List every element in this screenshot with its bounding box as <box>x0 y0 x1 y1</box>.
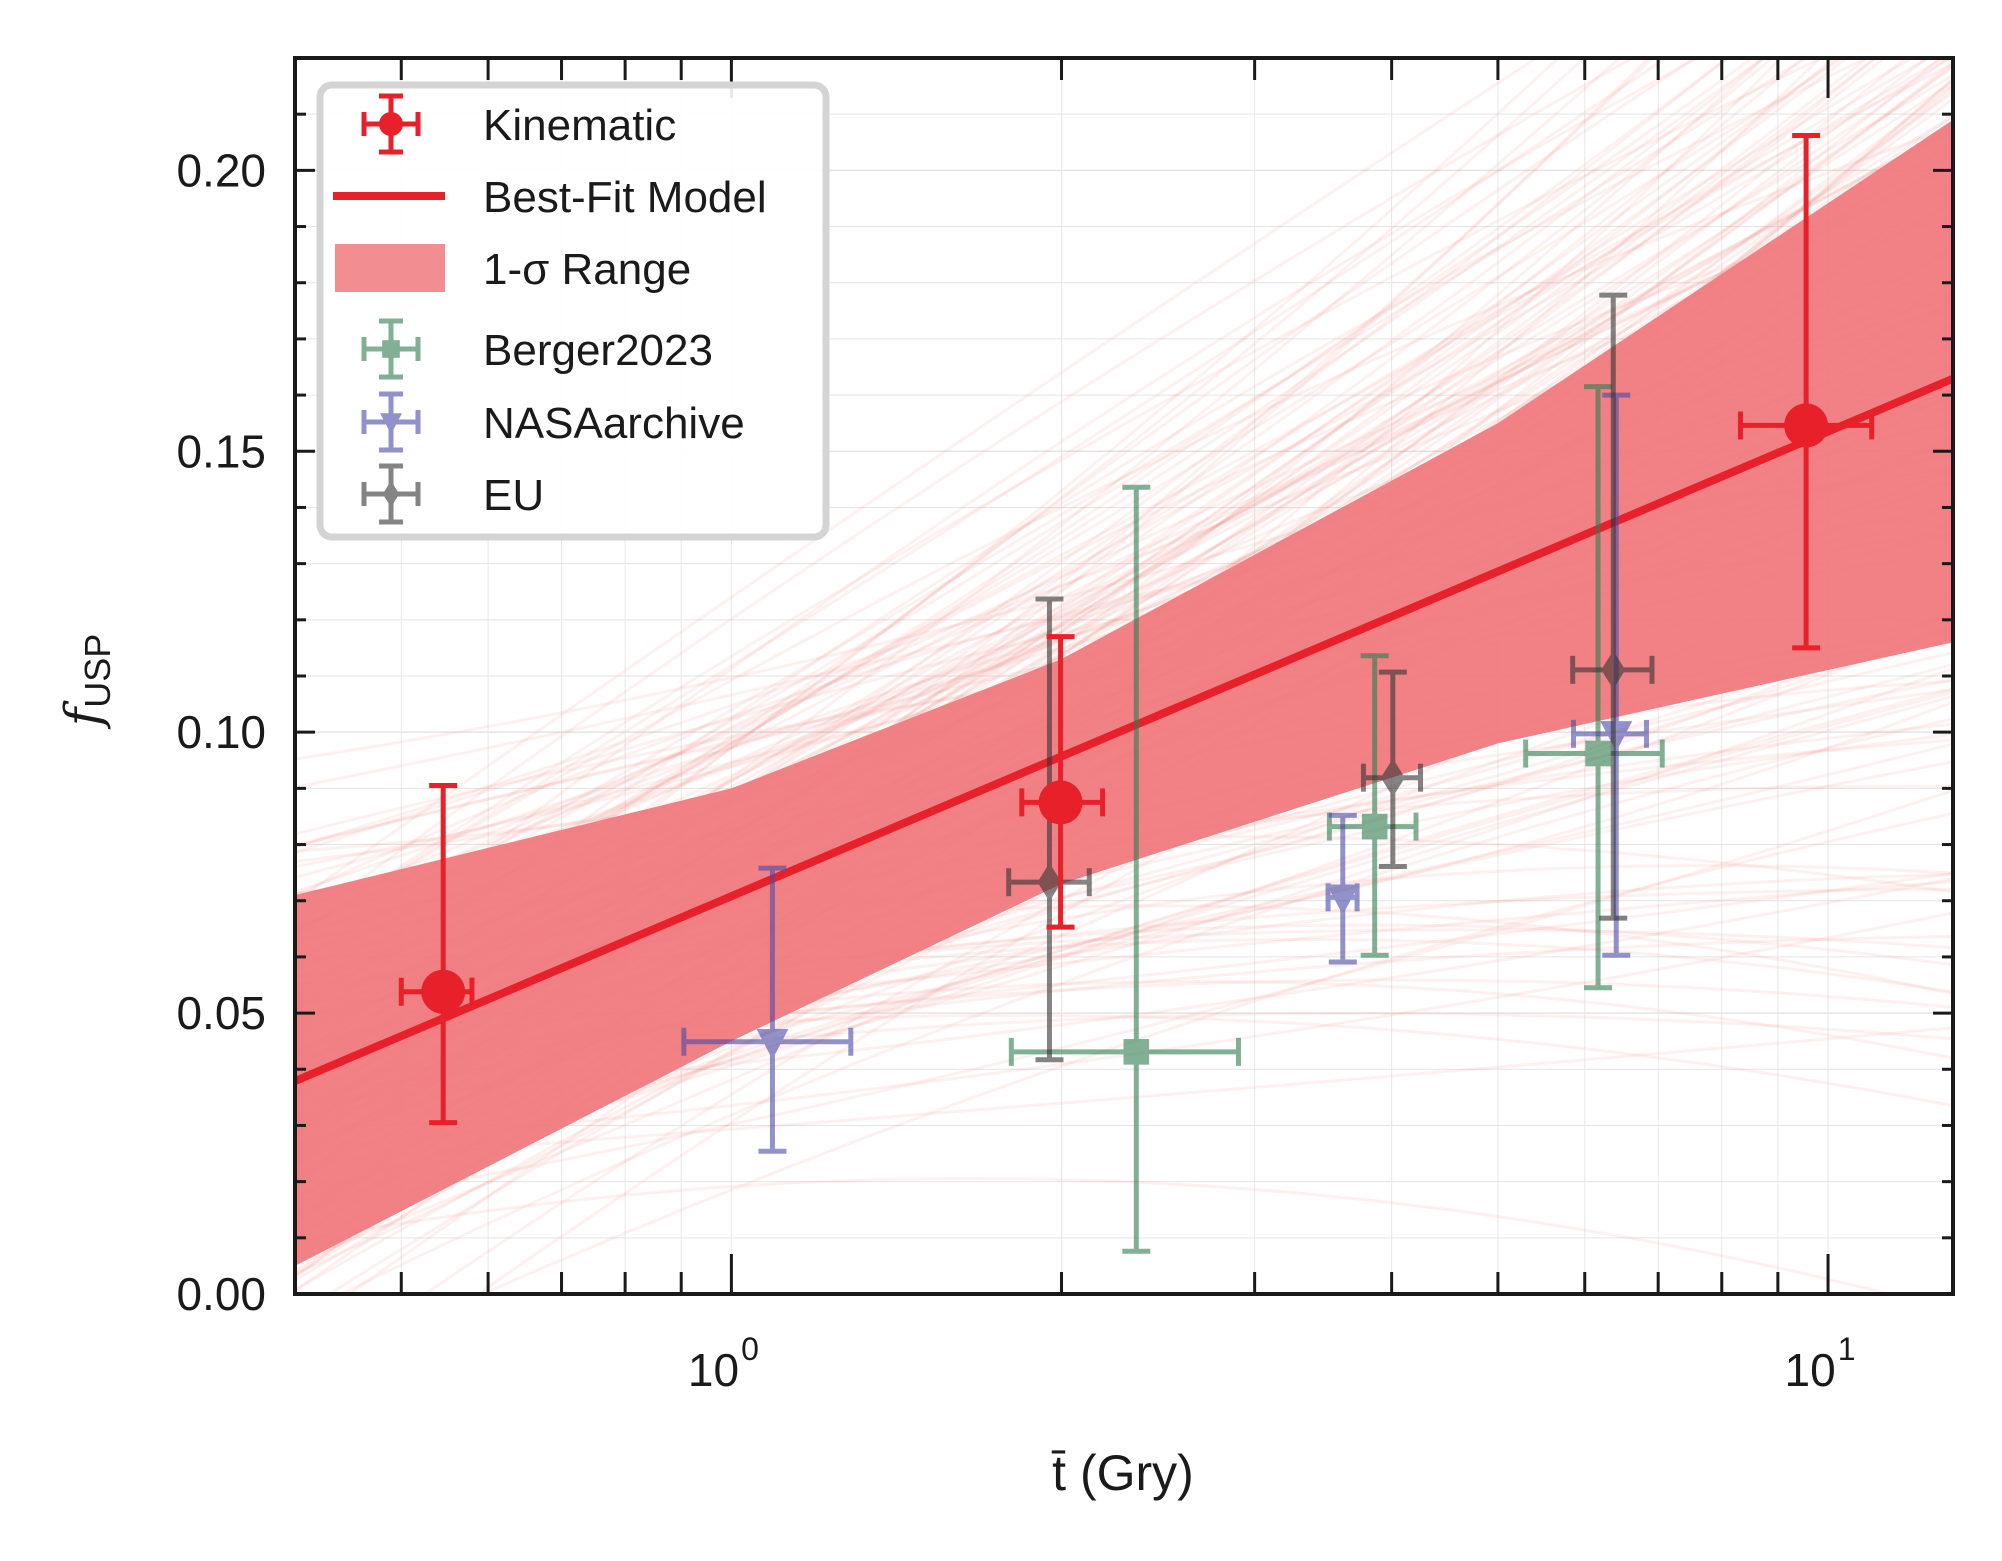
nasaarchive-marker <box>1326 884 1359 915</box>
berger2023-point <box>1523 384 1665 991</box>
x-tick-labels: 100 101 <box>688 1331 1856 1396</box>
posterior-sample-line <box>295 58 1669 934</box>
legend-label: Kinematic <box>483 101 676 150</box>
legend-symbol <box>382 480 400 508</box>
posterior-sample-line <box>295 58 1700 999</box>
legend-marker <box>361 318 421 380</box>
nasaarchive-point <box>1325 812 1360 965</box>
eu-marker <box>1037 862 1062 902</box>
y-tick-label: 0.10 <box>176 706 266 758</box>
posterior-sample-line <box>295 789 1953 1213</box>
legend-item: Best-Fit Model <box>333 173 767 222</box>
posterior-sample-line <box>295 58 1825 938</box>
kinematic-marker <box>421 969 466 1014</box>
legend-patch <box>335 244 445 292</box>
posterior-sample-line <box>295 1176 1895 1294</box>
posterior-sample-line <box>295 125 1953 937</box>
legend-item: EU <box>361 463 544 525</box>
legend-label: NASAarchive <box>483 399 745 448</box>
posterior-sample-line <box>337 717 1953 1294</box>
legend-label: Best-Fit Model <box>483 173 767 222</box>
y-tick-label: 0.05 <box>176 987 266 1039</box>
posterior-sample-line <box>295 153 1953 914</box>
nasaarchive-marker <box>1600 721 1633 752</box>
x-tick-label: 101 <box>1785 1331 1856 1396</box>
legend-label: EU <box>483 471 544 520</box>
y-tick-labels: 0.00 0.05 0.10 0.15 0.20 <box>176 144 266 1320</box>
one-sigma-band <box>295 119 1953 1266</box>
legend-item: Berger2023 <box>361 318 713 380</box>
legend-item: Kinematic <box>361 93 676 155</box>
kinematic-point <box>1737 133 1875 651</box>
legend-frame <box>316 81 830 541</box>
x-tick-label: 100 <box>688 1331 759 1396</box>
eu-point <box>1570 292 1655 921</box>
axis-ticks <box>293 56 1953 1296</box>
legend-label: 1-σ Range <box>483 245 691 294</box>
posterior-sample-line <box>295 58 1756 963</box>
berger2023-marker <box>1585 740 1611 767</box>
legend-symbol <box>380 413 402 435</box>
legend-label: Berger2023 <box>483 326 713 375</box>
berger2023-marker <box>1361 813 1388 840</box>
posterior-sample-line <box>295 1026 1953 1164</box>
kinematic-point <box>398 783 475 1126</box>
kinematic-point <box>1019 634 1106 930</box>
eu-marker <box>1380 758 1405 797</box>
eu-marker <box>1601 650 1626 690</box>
legend-symbol <box>379 112 403 136</box>
posterior-sample-line <box>295 58 1809 963</box>
eu-point <box>1006 596 1092 1063</box>
berger2023-marker <box>1123 1039 1150 1065</box>
posterior-sample-line <box>295 164 1953 932</box>
legend: Kinematic Best-Fit Model 1-σ Range Berger20… <box>316 81 830 541</box>
y-tick-label: 0.20 <box>176 144 266 196</box>
nasaarchive-point <box>681 865 854 1154</box>
y-axis-label: fUSP <box>54 634 118 731</box>
best-fit-line <box>295 374 1953 1085</box>
posterior-sample-line <box>295 58 1636 929</box>
berger2023-point <box>1326 653 1419 958</box>
legend-marker <box>361 93 421 155</box>
y-tick-label: 0.15 <box>176 425 266 477</box>
eu-point <box>1360 669 1424 869</box>
legend-marker <box>361 391 421 453</box>
legend-item: 1-σ Range <box>335 244 691 294</box>
kinematic-marker <box>1784 403 1829 448</box>
posterior-sample-line <box>295 58 1540 903</box>
kinematic-marker <box>1038 780 1083 825</box>
y-tick-label: 0.00 <box>176 1268 266 1320</box>
legend-symbol <box>382 340 400 358</box>
data-points <box>398 133 1875 1254</box>
legend-marker <box>361 463 421 525</box>
legend-item: NASAarchive <box>361 391 745 453</box>
posterior-sample-line <box>295 58 1947 946</box>
nasaarchive-marker <box>756 1028 789 1060</box>
x-axis-label: t̄ (Gry) <box>1052 1445 1194 1501</box>
